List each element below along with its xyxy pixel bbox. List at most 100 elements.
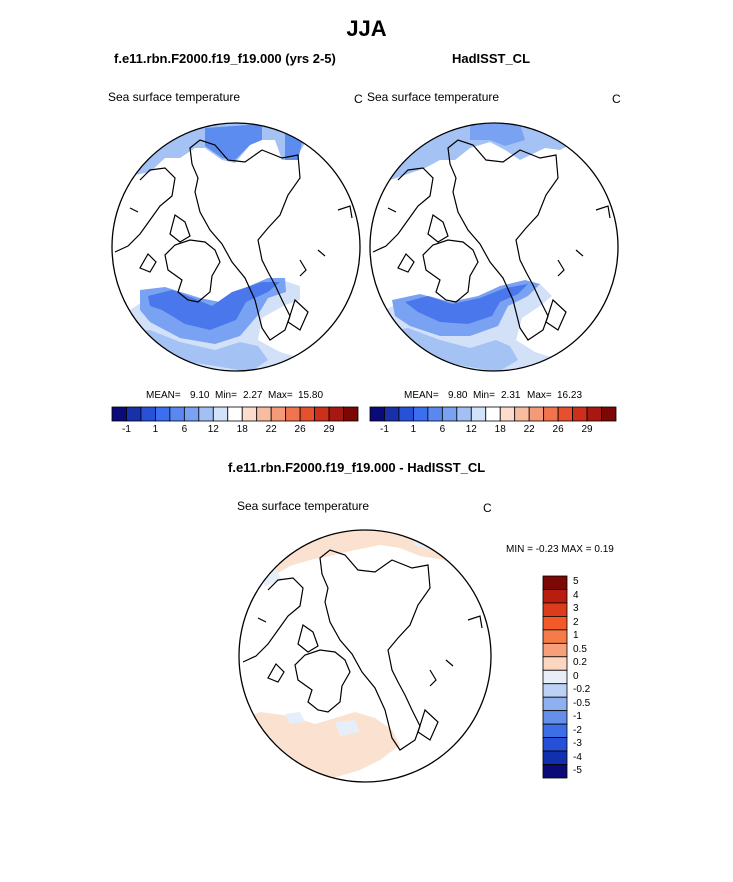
right-colorbar-swatch-5 [441,406,458,422]
right-colorbar-swatch-13 [557,406,573,422]
right-asia-outline [447,139,559,341]
left-colorbar-swatch-3 [155,406,171,422]
diff-colorbar-swatch-7 [542,669,568,685]
diff-colorbar-swatch-11 [542,723,568,739]
right-greenland-outline [422,239,479,303]
right-colorbar-tick-label: 18 [494,424,506,435]
left-asia-outline [189,139,301,341]
diff-map-border [238,529,492,783]
left-colorbar-tick-label: 1 [152,424,159,435]
diff-colorbar-swatch-6 [542,656,568,671]
right-min-value: 2.31 [501,390,521,401]
right-colorbar-tick-label: 22 [523,424,535,435]
diff-colorbar-swatch-5 [542,642,568,658]
diff-colorbar-swatch-12 [542,737,568,752]
left-colorbar-swatch-2 [140,406,156,422]
right-colorbar-swatch-14 [572,406,588,422]
left-colorbar-tick-label: -1 [122,424,131,435]
left-colorbar-swatch-7 [212,406,229,422]
right-max-value: 16.23 [557,390,583,401]
right-colorbar [369,406,617,422]
left-max-value: 15.80 [298,390,324,401]
left-colorbar [111,406,359,422]
right-colorbar-swatch-15 [586,406,602,422]
diff-colorbar-tick-label: -0.2 [573,684,591,696]
left-mean-label: MEAN= [146,390,181,401]
right-max-label: Max= [527,390,552,401]
diff-colorbar-tick-label: 1 [573,630,579,642]
right-variable-label: Sea surface temperature [367,90,500,104]
diff-asia-outline [319,549,431,751]
left-colorbar-tick-label: 18 [236,424,248,435]
difference-sst-map [238,529,492,783]
right-colorbar-tick-label: 1 [410,424,417,435]
left-colorbar-tick-label: 26 [294,424,306,435]
right-colorbar-swatch-16 [601,406,617,422]
left-colorbar-swatch-14 [314,406,330,422]
right-colorbar-swatch-6 [456,406,472,422]
diff-colorbar-swatch-3 [542,616,568,631]
diff-colorbar-tick-label: -1 [573,711,582,723]
diff-colorbar-swatch-9 [542,696,568,712]
right-america-outline [372,167,434,253]
right-colorbar-swatch-4 [427,406,443,422]
right-colorbar-swatch-11 [528,406,545,422]
diff-colorbar-tick-label: 3 [573,603,579,615]
left-colorbar-swatch-5 [183,406,200,422]
diff-units-label: C [483,501,492,515]
left-colorbar-swatch-8 [227,406,243,422]
right-colorbar-swatch-9 [499,406,516,422]
right-units-label: C [612,92,621,106]
diff-colorbar-swatch-2 [542,602,568,617]
diff-colorbar-swatch-4 [542,629,568,644]
left-colorbar-swatch-15 [328,406,344,422]
right-sst-map [369,122,619,372]
right-colorbar-tick-label: 12 [465,424,477,435]
right-colorbar-swatch-3 [413,406,429,422]
diff-colorbar [542,575,568,779]
left-greenland-outline [164,239,221,303]
left-colorbar-swatch-10 [256,406,272,422]
right-colorbar-tick-label: -1 [380,424,389,435]
diff-colorbar-swatch-10 [542,710,568,725]
left-min-label: Min= [215,390,237,401]
right-case-title: HadISST_CL [452,51,531,66]
diff-colorbar-swatch-14 [542,764,568,779]
diff-colorbar-tick-label: 5 [573,576,579,588]
diff-colorbar-tick-label: -4 [573,751,582,763]
diff-colorbar-tick-label: 0.5 [573,643,587,655]
left-pacific-sst-deep [205,124,262,160]
diff-case-title: f.e11.rbn.F2000.f19_f19.000 - HadISST_CL [228,460,486,475]
diff-colorbar-tick-label: -3 [573,738,582,750]
diff-greenland-outline [294,649,351,713]
diff-colorbar-tick-label: 2 [573,616,579,628]
left-colorbar-swatch-4 [169,406,185,422]
left-sst-map [111,122,361,372]
left-colorbar-swatch-12 [285,406,301,422]
diff-colorbar-swatch-8 [542,683,568,698]
diff-america-outline [242,577,304,663]
left-colorbar-tick-label: 29 [323,424,335,435]
right-colorbar-tick-label: 6 [439,424,446,435]
diff-colorbar-tick-label: 4 [573,589,579,601]
right-colorbar-tick-label: 26 [552,424,564,435]
left-colorbar-swatch-1 [126,406,142,422]
left-america-outline [114,167,176,253]
left-colorbar-tick-label: 12 [207,424,219,435]
figure-title: JJA [346,16,387,41]
diff-colorbar-tick-label: 0.2 [573,657,587,669]
left-colorbar-swatch-6 [198,406,214,422]
diff-colorbar-tick-label: 0 [573,670,579,682]
right-colorbar-swatch-7 [470,406,487,422]
left-colorbar-swatch-13 [299,406,315,422]
left-max-label: Max= [268,390,293,401]
diff-colorbar-tick-label: -2 [573,724,582,736]
left-case-title: f.e11.rbn.F2000.f19_f19.000 (yrs 2-5) [114,51,336,66]
left-map-border [111,122,361,372]
left-colorbar-swatch-9 [241,406,258,422]
right-colorbar-swatch-2 [398,406,414,422]
diff-minmax-label: MIN = -0.23 MAX = 0.19 [506,544,614,555]
diff-colorbar-swatch-1 [542,589,568,604]
